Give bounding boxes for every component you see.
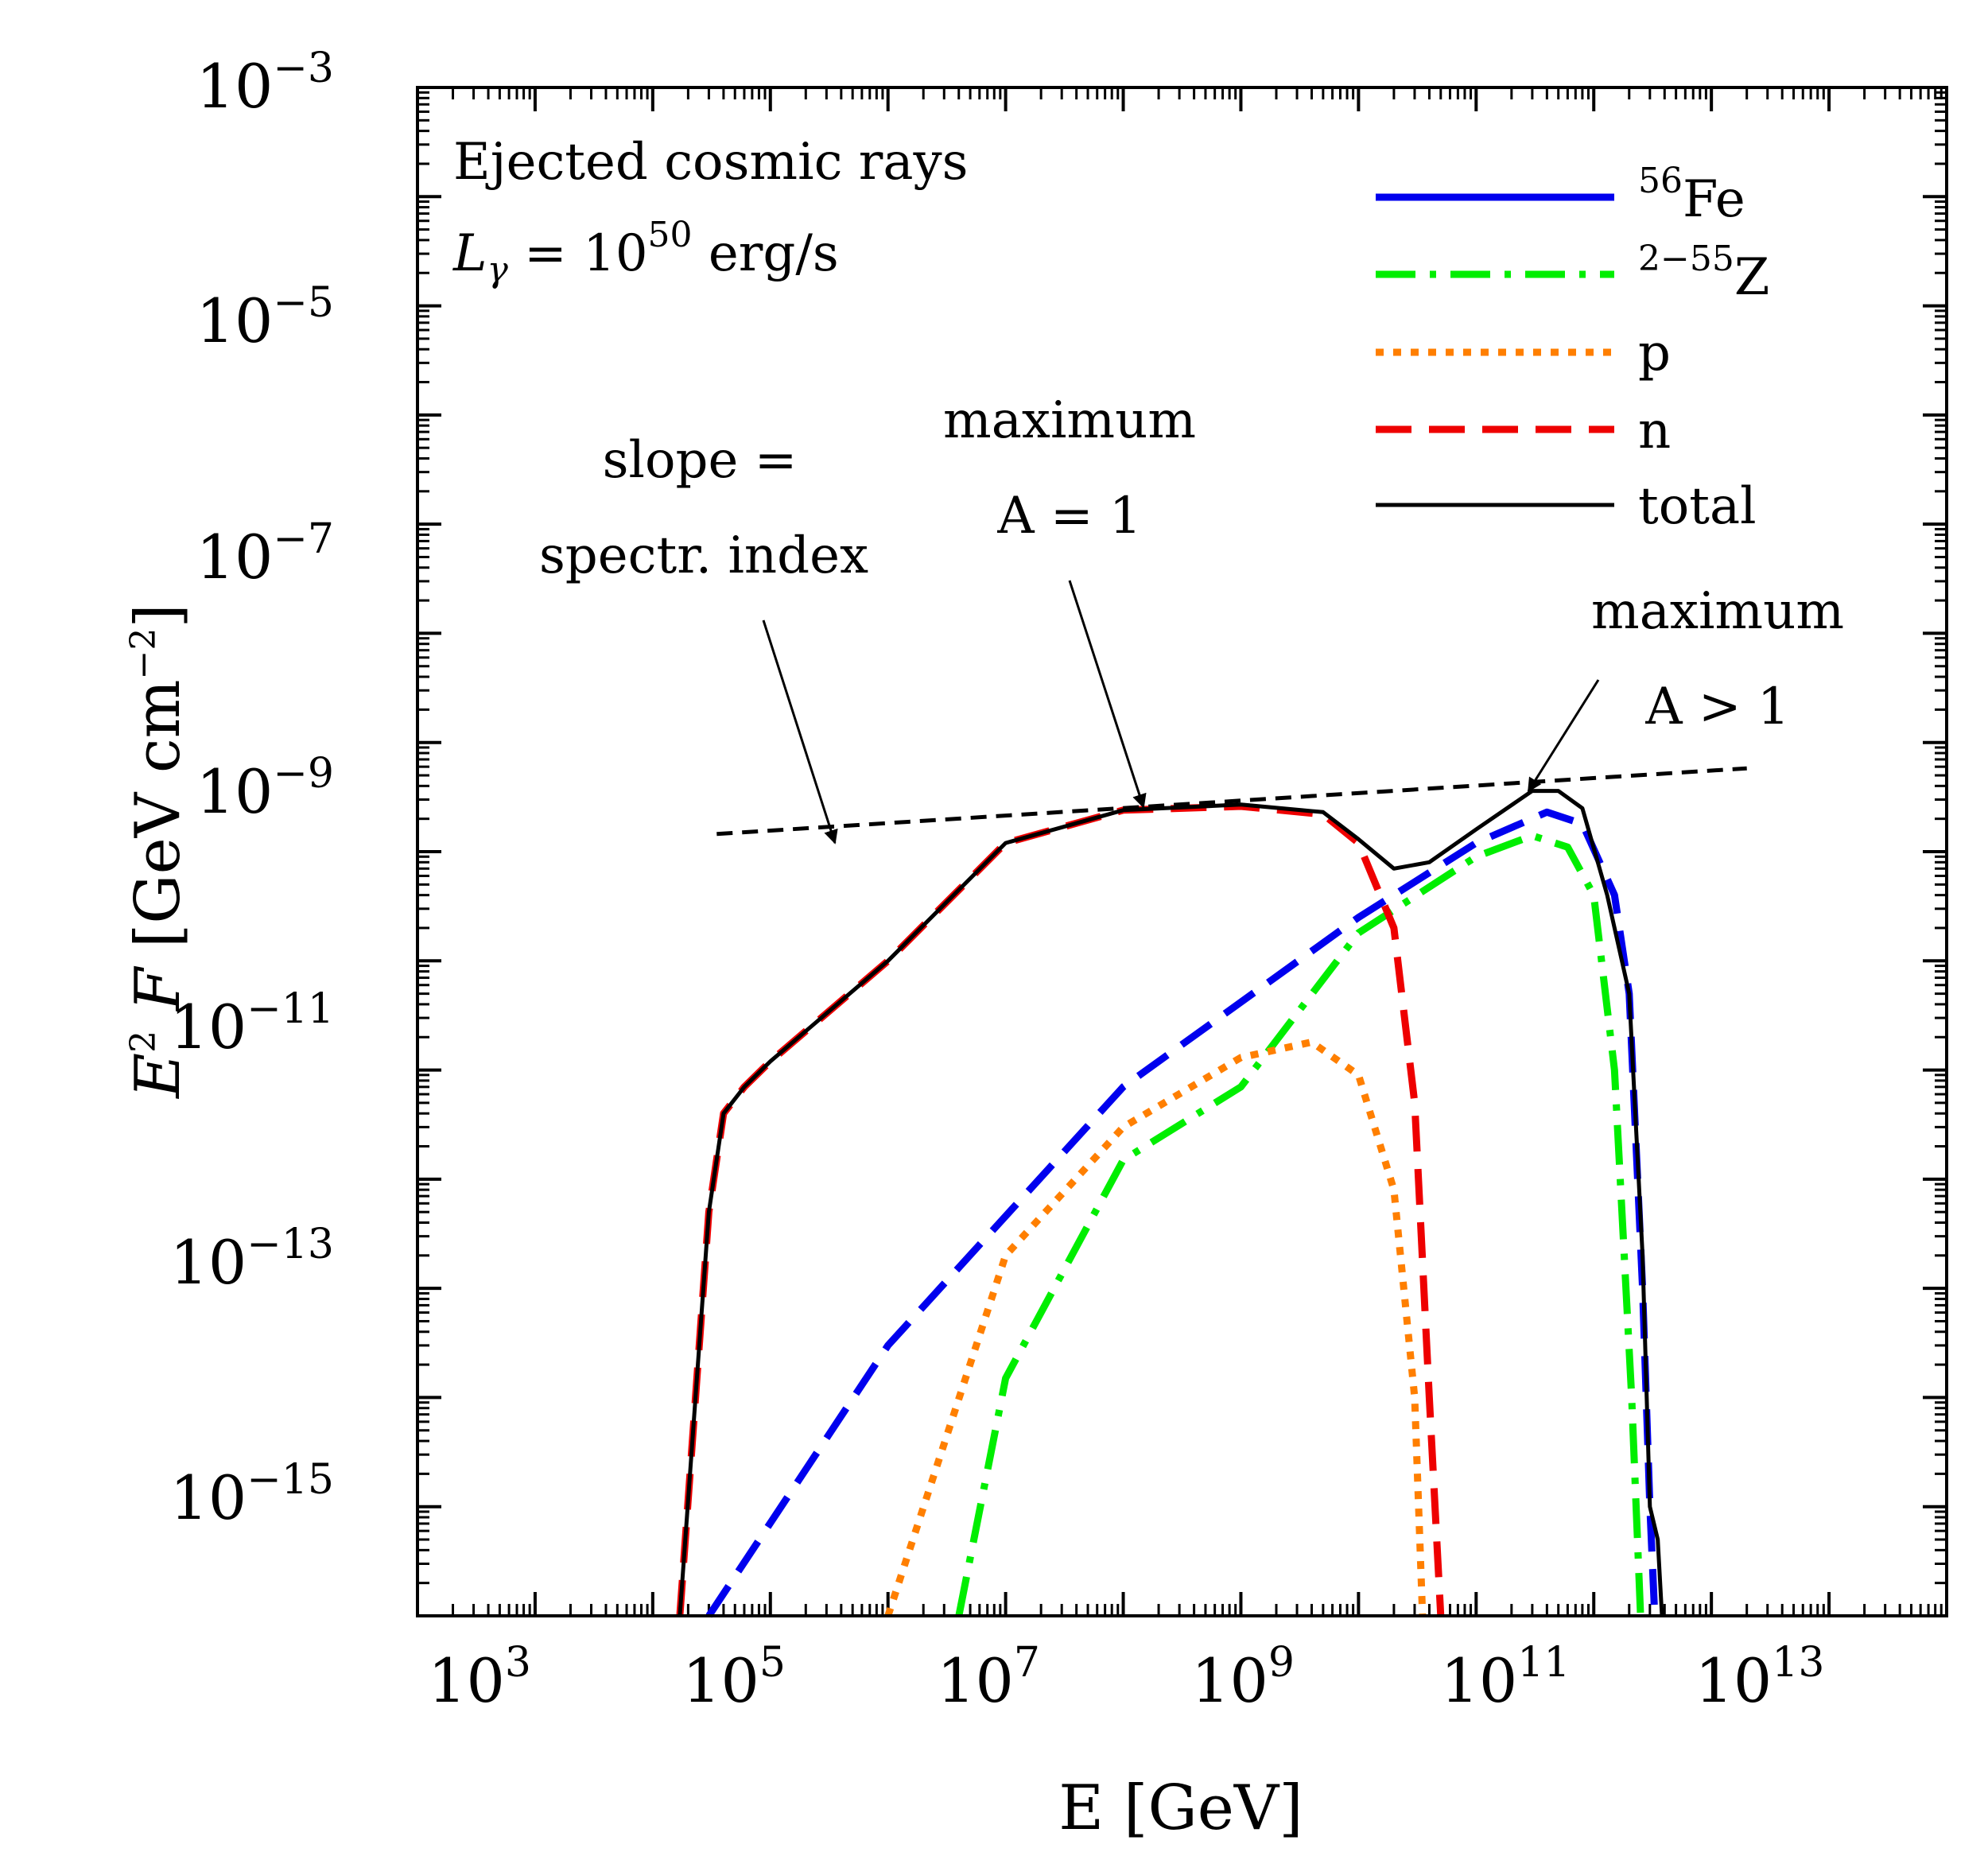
plot-title: Ejected cosmic rays Lγ = 1050 erg/s [452,133,969,290]
annotation-maxA1-arrow [1068,580,1147,809]
annotations: slope = spectr. index maximum A = 1 maxi… [539,391,1844,845]
x-tick-labels: 103 105 107 109 1011 1013 [428,1639,1824,1716]
annotation-maxAgt1-line1: maximum [1591,582,1844,641]
y-tick-label-m9: 10−9 [196,750,334,827]
y-tick-label-m5: 10−5 [196,279,334,356]
x-tick-label-7: 107 [937,1639,1040,1716]
tick-marks [416,86,1948,1617]
legend-label-p: p [1638,324,1671,382]
annotation-maxA1-line2: A = 1 [996,487,1141,546]
x-tick-label-3: 103 [428,1639,531,1716]
x-tick-label-9: 109 [1191,1639,1295,1716]
legend: 56Fe 2−55Z p n total [1376,161,1769,536]
plot-frame [416,86,1948,1617]
legend-label-fe: 56Fe [1638,161,1745,229]
legend-label-z: 2−55Z [1638,239,1769,307]
legend-label-total: total [1638,477,1757,536]
series-56fe [705,808,1659,1618]
series-2-55z [955,832,1644,1617]
y-tick-label-m13: 10−13 [170,1221,334,1298]
series-total [678,789,1664,1617]
title-line-1: Ejected cosmic rays [453,133,969,192]
annotation-maxAgt1-arrow [1527,679,1600,793]
y-tick-label-m15: 10−15 [170,1456,334,1533]
series-p [884,1039,1427,1617]
annotation-maxAgt1-line2: A > 1 [1644,678,1789,736]
y-tick-label-m11: 10−11 [170,985,334,1062]
data-series [676,766,1747,1618]
y-axis-title: E2 F [GeV cm−2] [122,604,194,1100]
x-tick-label-13: 1013 [1695,1639,1825,1716]
series-spectral-index-fit [716,766,1747,837]
x-tick-label-5: 105 [682,1639,786,1716]
x-tick-label-11: 1011 [1441,1639,1571,1716]
x-axis-title: E [GeV] [1058,1773,1303,1844]
legend-label-n: n [1638,402,1671,460]
annotation-slope-arrow [762,619,838,845]
annotation-slope-line1: slope = [603,431,798,490]
y-tick-label-m7: 10−7 [196,515,334,592]
series-n [676,802,1445,1617]
annotation-maxA1-line1: maximum [943,391,1196,450]
annotation-slope-line2: spectr. index [539,526,868,585]
title-line-2: Lγ = 1050 erg/s [452,215,839,290]
y-tick-labels: 10−3 10−5 10−7 10−9 10−11 10−13 10−15 [170,45,334,1533]
y-tick-label-m3: 10−3 [196,45,334,122]
